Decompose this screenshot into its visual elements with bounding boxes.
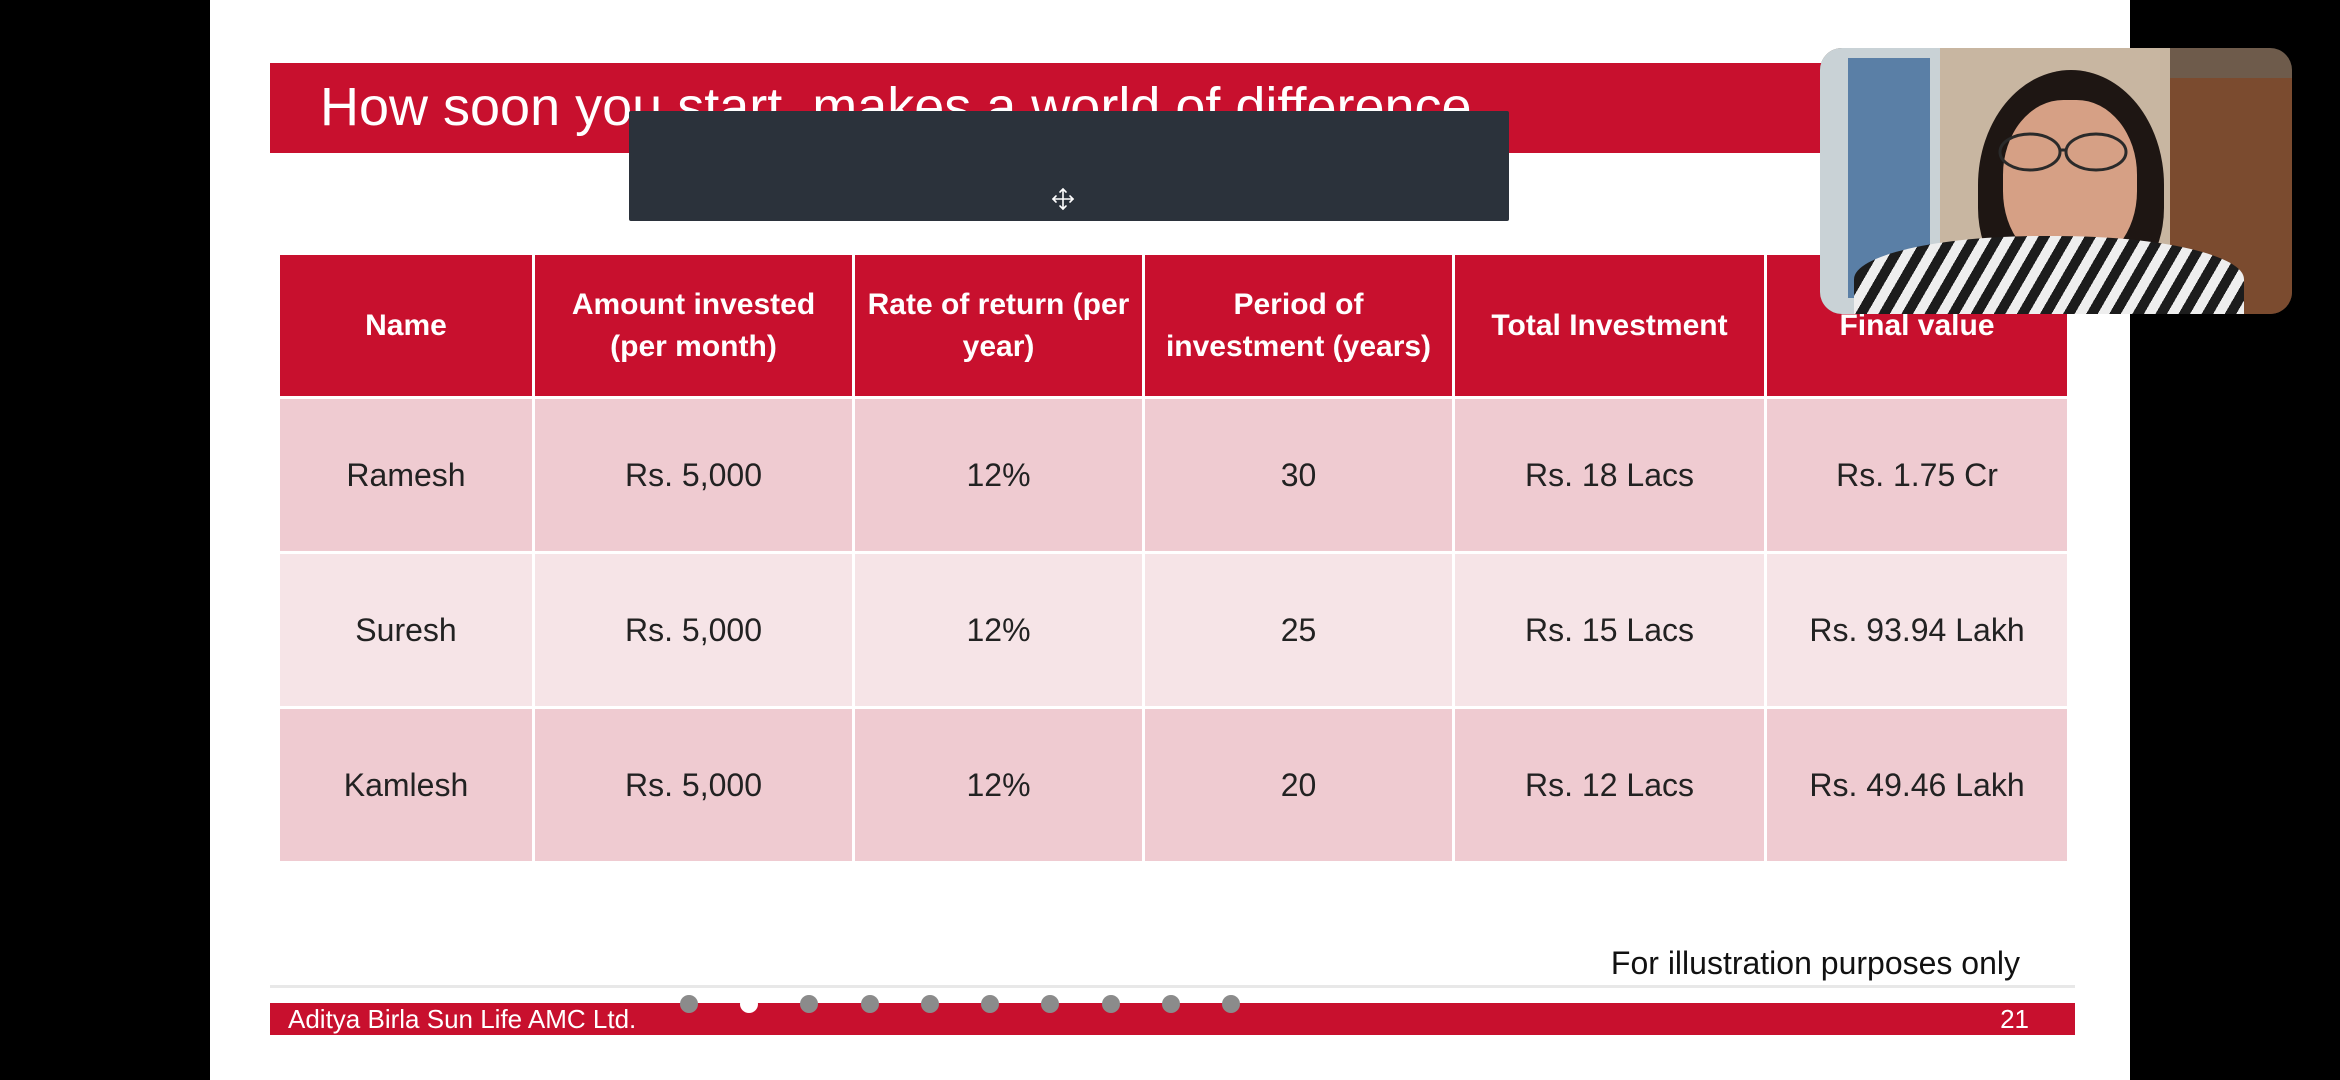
move-icon[interactable]	[1051, 187, 1075, 211]
cell-amount: Rs. 5,000	[532, 396, 855, 554]
cell-name: Ramesh	[277, 396, 535, 554]
slide-footer: Aditya Birla Sun Life AMC Ltd. 21	[270, 1003, 2075, 1035]
pager-dot[interactable]	[1221, 995, 1240, 1013]
presentation-slide: How soon you start, makes a world of dif…	[210, 0, 2130, 1080]
footer-company-name: Aditya Birla Sun Life AMC Ltd.	[288, 1004, 637, 1034]
cell-amount: Rs. 5,000	[532, 551, 855, 709]
cell-final: Rs. 49.46 Lakh	[1764, 706, 2070, 864]
cell-period: 30	[1142, 396, 1455, 554]
screen-share-overlay-toolbar[interactable]	[629, 111, 1509, 221]
cell-rate: 12%	[852, 551, 1145, 709]
cell-period: 20	[1142, 706, 1455, 864]
pager-dot[interactable]	[740, 995, 759, 1013]
cell-name: Kamlesh	[277, 706, 535, 864]
cell-name: Suresh	[277, 551, 535, 709]
cell-amount: Rs. 5,000	[532, 706, 855, 864]
slide-pager-dots[interactable]	[680, 994, 1240, 1014]
participant-video-thumbnail[interactable]	[1820, 48, 2292, 314]
pager-dot[interactable]	[860, 995, 879, 1013]
table-header-row: Name Amount invested (per month) Rate of…	[277, 252, 2070, 399]
cell-rate: 12%	[852, 706, 1145, 864]
pager-dot[interactable]	[680, 995, 698, 1013]
cell-final: Rs. 1.75 Cr	[1764, 396, 2070, 554]
cell-total: Rs. 18 Lacs	[1452, 396, 1767, 554]
header-period: Period of investment (years)	[1142, 252, 1455, 399]
slide-title-bar: How soon you start, makes a world of dif…	[270, 63, 2070, 153]
cell-total: Rs. 12 Lacs	[1452, 706, 1767, 864]
footer-divider	[270, 985, 2075, 988]
investment-comparison-table: Name Amount invested (per month) Rate of…	[277, 252, 2070, 864]
table-row: Suresh Rs. 5,000 12% 25 Rs. 15 Lacs Rs. …	[277, 551, 2070, 709]
pager-dot[interactable]	[981, 995, 1000, 1013]
pager-dot[interactable]	[920, 995, 939, 1013]
slide-page-number: 21	[2000, 1004, 2029, 1034]
cell-rate: 12%	[852, 396, 1145, 554]
header-name: Name	[277, 252, 535, 399]
table-row: Kamlesh Rs. 5,000 12% 20 Rs. 12 Lacs Rs.…	[277, 706, 2070, 864]
video-person-glasses	[1998, 132, 2128, 172]
pager-dot[interactable]	[1041, 995, 1060, 1013]
header-total-investment: Total Investment	[1452, 252, 1767, 399]
illustration-note: For illustration purposes only	[1610, 945, 2020, 981]
cell-total: Rs. 15 Lacs	[1452, 551, 1767, 709]
header-amount-invested: Amount invested (per month)	[532, 252, 855, 399]
cell-period: 25	[1142, 551, 1455, 709]
table-row: Ramesh Rs. 5,000 12% 30 Rs. 18 Lacs Rs. …	[277, 396, 2070, 554]
cell-final: Rs. 93.94 Lakh	[1764, 551, 2070, 709]
header-rate-of-return: Rate of return (per year)	[852, 252, 1145, 399]
pager-dot[interactable]	[1101, 995, 1120, 1013]
pager-dot[interactable]	[800, 995, 819, 1013]
video-person-shirt	[1854, 236, 2244, 314]
pager-dot[interactable]	[1161, 995, 1180, 1013]
